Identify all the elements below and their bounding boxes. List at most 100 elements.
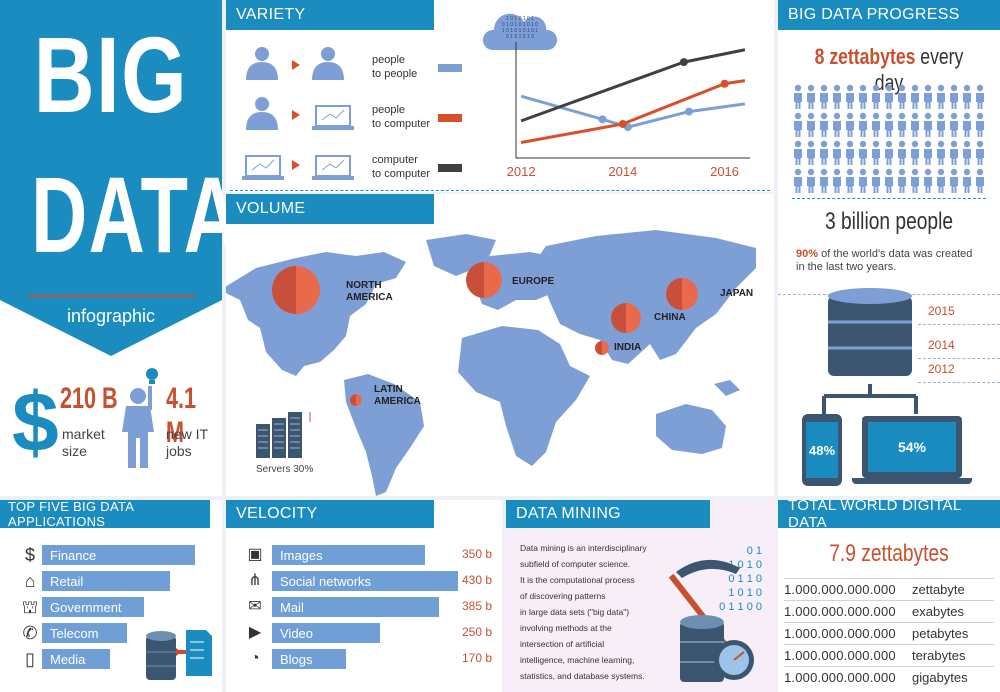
jobs-label-1: new IT: [166, 426, 209, 442]
person-icon: [885, 140, 893, 165]
velocity-item[interactable]: Video: [272, 623, 380, 643]
x-tick-label: 2012: [507, 164, 536, 179]
velocity-title: VELOCITY: [226, 500, 434, 528]
region-label: CHINA: [654, 312, 686, 324]
region-name-1: INDIA: [614, 342, 642, 353]
top-five-item[interactable]: Telecom: [42, 623, 127, 643]
person-icon: [872, 112, 880, 137]
region-circle[interactable]: [666, 278, 698, 310]
person-icon: [872, 140, 880, 165]
dollar-icon: $: [12, 375, 59, 469]
region-label: INDIA: [614, 342, 641, 354]
person-icon: [963, 84, 971, 109]
person-icon: [976, 112, 984, 137]
top-five-item[interactable]: Finance: [42, 545, 195, 565]
velocity-item-label: Video: [280, 625, 314, 641]
person-icon: [937, 168, 945, 193]
year-line: [918, 358, 1000, 359]
person-icon: [911, 112, 919, 137]
person-icon: [846, 112, 854, 137]
top-five-item[interactable]: Retail: [42, 571, 170, 591]
person-icon: [898, 112, 906, 137]
mining-text-line: involving methods at the: [520, 623, 612, 633]
person-icon: [963, 112, 971, 137]
region-name-1: NORTH: [346, 280, 382, 291]
total-row: 1.000.000.000.000 petabytes: [784, 622, 994, 644]
servers-icon: [256, 412, 311, 458]
total-row-unit: gigabytes: [912, 670, 968, 685]
person-icon: [872, 168, 880, 193]
region-label: JAPAN: [720, 288, 753, 300]
velocity-panel: VELOCITY ▣ Images 350 b ⋔ Social networks 430…: [226, 500, 502, 692]
year-line: [918, 382, 1000, 383]
person-icon: [807, 168, 815, 193]
velocity-item[interactable]: Blogs: [272, 649, 346, 669]
person-icon: [885, 168, 893, 193]
person-icon: [859, 84, 867, 109]
region-label: EUROPE: [512, 276, 554, 288]
hero-big: BIG: [33, 14, 189, 135]
market-value: 210 B: [60, 382, 118, 415]
laptop-pct: 54%: [868, 422, 956, 472]
variety-label-2: to computer: [372, 168, 431, 180]
person-icon: [820, 168, 828, 193]
velocity-item[interactable]: Social networks: [272, 571, 458, 591]
top-five-item-label: Finance: [50, 547, 97, 563]
variety-label-1: people: [372, 54, 406, 66]
variety-title: VARIETY: [226, 0, 434, 30]
database-stack-icon: [828, 288, 912, 376]
top-five-item-label: Telecom: [50, 625, 99, 641]
year-label: 2015: [928, 304, 955, 318]
divider: [792, 198, 986, 199]
binary-line: 1 0 1 0: [728, 587, 762, 599]
region-name-1: CHINA: [654, 312, 686, 323]
region-name-1: EUROPE: [512, 276, 555, 287]
zb-rest: every day: [874, 44, 964, 95]
region-circle[interactable]: [611, 303, 641, 333]
total-row-number: 1.000.000.000.000: [784, 582, 896, 597]
mining-text-line: of discovering patterns: [520, 591, 606, 601]
servers-label: Servers 30%: [256, 464, 314, 475]
tablet-icon: ▯: [25, 649, 35, 669]
variety-flow-icon: [246, 47, 344, 80]
person-icon: [859, 140, 867, 165]
person-icon: [937, 140, 945, 165]
person-icon: [898, 84, 906, 109]
binary-line: 0 1 1 0 0: [719, 601, 762, 613]
connector-lines: [822, 384, 918, 414]
person-icon: [911, 84, 919, 109]
top-five-item[interactable]: Media: [42, 649, 110, 669]
cloud-icon: [482, 13, 558, 50]
top-five-item[interactable]: Government: [42, 597, 144, 617]
mining-text-line: Data mining is an interdisciplinary: [520, 543, 647, 553]
person-icon: [833, 84, 841, 109]
region-name-2: AMERICA: [374, 396, 421, 407]
person-icon: [911, 140, 919, 165]
region-circle[interactable]: [350, 394, 362, 406]
variety-label-1: computer: [372, 154, 418, 166]
person-icon: [950, 168, 958, 193]
velocity-item[interactable]: Images: [272, 545, 425, 565]
person-icon: [924, 168, 932, 193]
person-icon: [898, 140, 906, 165]
top-five-item-label: Retail: [50, 573, 84, 589]
velocity-item[interactable]: Mail: [272, 597, 439, 617]
total-row: 1.000.000.000.000 exabytes: [784, 600, 994, 622]
region-circle[interactable]: [272, 266, 320, 314]
hero-panel: BIG DATA infographic $ 210 B market size…: [0, 0, 240, 496]
person-icon: [833, 140, 841, 165]
progress-panel: BIG DATA PROGRESS 8 zettabytes every day…: [778, 0, 1000, 496]
region-circle[interactable]: [595, 341, 609, 355]
laptop-base: [852, 478, 972, 484]
mining-text-line: It is the computational process: [520, 575, 635, 585]
person-icon: [937, 112, 945, 137]
total-row-number: 1.000.000.000.000: [784, 626, 896, 641]
total-row-number: 1.000.000.000.000: [784, 604, 896, 619]
region-circle[interactable]: [466, 262, 502, 298]
jobs-label-2: jobs: [166, 443, 192, 459]
variety-legend-swatch: [438, 114, 462, 122]
velocity-item-value: 170 b: [462, 651, 493, 665]
total-row-number: 1.000.000.000.000: [784, 648, 896, 663]
person-icon: [794, 140, 802, 165]
